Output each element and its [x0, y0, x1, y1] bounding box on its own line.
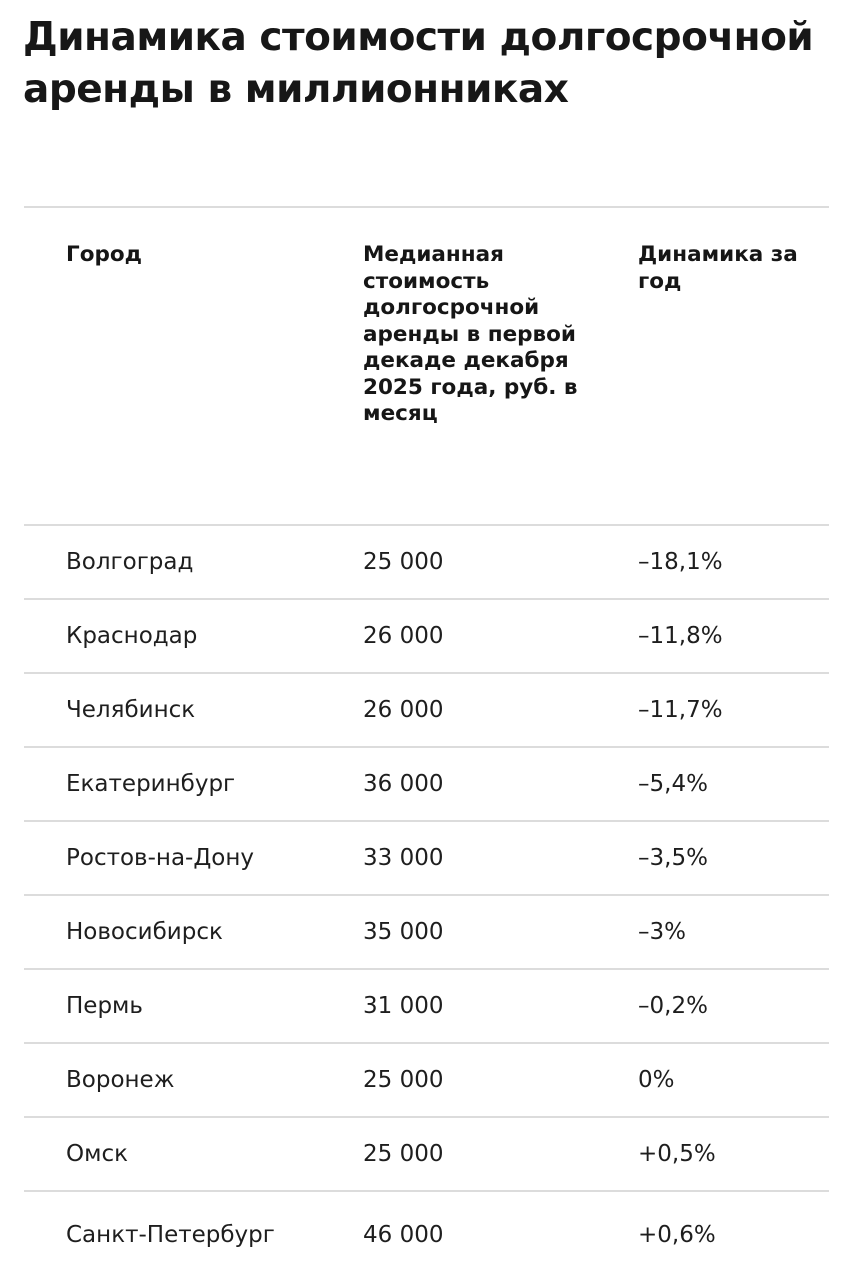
page-title: Динамика стоимости долгосрочной аренды в… [23, 15, 814, 112]
table-row: Воронеж 25 000 0% [24, 1044, 829, 1116]
table-divider [24, 598, 829, 600]
price-cell: 33 000 [363, 845, 444, 871]
column-header-city: Город [66, 242, 142, 267]
column-header-yearly-change: Динамика за год [638, 242, 798, 294]
table-row: Краснодар 26 000 –11,8% [24, 600, 829, 672]
change-cell: +0,6% [638, 1222, 716, 1248]
price-cell: 31 000 [363, 993, 444, 1019]
city-cell: Челябинск [66, 697, 196, 723]
city-cell: Екатеринбург [66, 771, 236, 797]
change-cell: –11,7% [638, 697, 723, 723]
rent-table: Город Медианная стоимость долгосрочной а… [24, 206, 829, 1278]
city-cell: Новосибирск [66, 919, 223, 945]
city-cell: Краснодар [66, 623, 198, 649]
table-row: Омск 25 000 +0,5% [24, 1118, 829, 1190]
price-cell: 36 000 [363, 771, 444, 797]
table-row: Ростов-на-Дону 33 000 –3,5% [24, 822, 829, 894]
price-cell: 25 000 [363, 549, 444, 575]
table-divider [24, 1042, 829, 1044]
change-cell: +0,5% [638, 1141, 716, 1167]
table-divider [24, 672, 829, 674]
change-cell: –0,2% [638, 993, 708, 1019]
table-divider [24, 746, 829, 748]
table-header-row: Город Медианная стоимость долгосрочной а… [24, 208, 829, 524]
change-cell: –3,5% [638, 845, 708, 871]
price-cell: 46 000 [363, 1222, 444, 1248]
table-divider [24, 206, 829, 208]
city-cell: Пермь [66, 993, 143, 1019]
table-row: Екатеринбург 36 000 –5,4% [24, 748, 829, 820]
city-cell: Воронеж [66, 1067, 175, 1093]
price-cell: 35 000 [363, 919, 444, 945]
table-row: Санкт-Петербург 46 000 +0,6% [24, 1192, 829, 1278]
city-cell: Волгоград [66, 549, 194, 575]
table-row: Челябинск 26 000 –11,7% [24, 674, 829, 746]
table-row: Новосибирск 35 000 –3% [24, 896, 829, 968]
change-cell: –18,1% [638, 549, 723, 575]
change-cell: –5,4% [638, 771, 708, 797]
table-divider [24, 1116, 829, 1118]
column-header-median-price: Медианная стоимость долгосрочной аренды … [363, 242, 578, 426]
table-row: Пермь 31 000 –0,2% [24, 970, 829, 1042]
price-cell: 25 000 [363, 1141, 444, 1167]
table-divider [24, 968, 829, 970]
table-divider [24, 1190, 829, 1192]
price-cell: 26 000 [363, 697, 444, 723]
change-cell: –3% [638, 919, 686, 945]
price-cell: 26 000 [363, 623, 444, 649]
price-cell: 25 000 [363, 1067, 444, 1093]
change-cell: –11,8% [638, 623, 723, 649]
table-divider [24, 820, 829, 822]
table-body: Волгоград 25 000 –18,1% Краснодар 26 000 –11,… [24, 524, 829, 1278]
change-cell: 0% [638, 1067, 675, 1093]
city-cell: Омск [66, 1141, 128, 1167]
table-divider [24, 524, 829, 526]
table-row: Волгоград 25 000 –18,1% [24, 526, 829, 598]
table-divider [24, 894, 829, 896]
city-cell: Ростов-на-Дону [66, 845, 255, 871]
city-cell: Санкт-Петербург [66, 1222, 275, 1248]
